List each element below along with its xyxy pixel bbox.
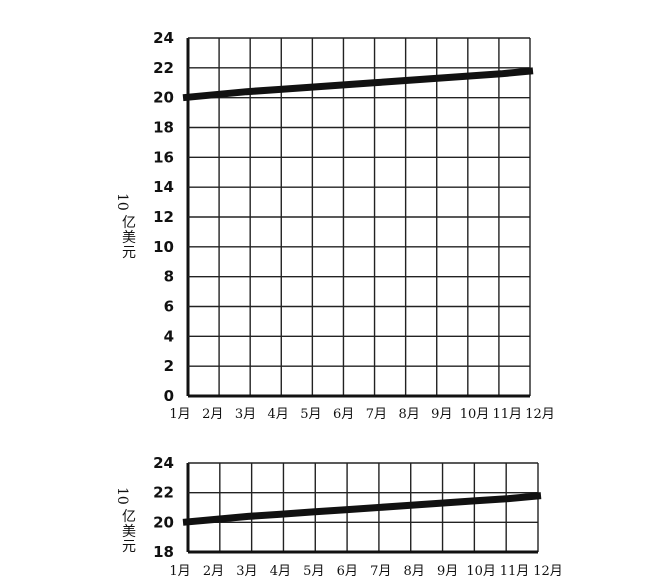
y-tick-label: 14 bbox=[153, 178, 174, 196]
y-tick-label: 18 bbox=[153, 543, 174, 561]
x-tick-label: 7月 bbox=[366, 407, 387, 422]
y-tick-label: 0 bbox=[164, 387, 174, 405]
bottom-chart-ylabel-prefix: 10 bbox=[114, 487, 130, 505]
x-tick-label: 4月 bbox=[270, 564, 291, 579]
y-tick-label: 20 bbox=[153, 89, 174, 107]
ylabel-char: 美 bbox=[122, 230, 136, 246]
top-chart-ylabel-prefix: 10 bbox=[114, 193, 130, 211]
y-tick-label: 18 bbox=[153, 119, 174, 137]
bottom-chart-ylabel: 亿美元 bbox=[122, 509, 136, 555]
ylabel-char: 元 bbox=[122, 539, 136, 555]
ylabel-char: 亿 bbox=[122, 509, 136, 525]
series-line bbox=[182, 67, 534, 102]
y-tick-label: 6 bbox=[164, 298, 174, 316]
y-tick-label: 22 bbox=[153, 484, 174, 502]
x-tick-label: 2月 bbox=[202, 407, 223, 422]
y-tick-label: 2 bbox=[164, 357, 174, 375]
x-tick-label: 1月 bbox=[169, 564, 190, 579]
y-tick-label: 12 bbox=[153, 208, 174, 226]
x-tick-label: 8月 bbox=[404, 564, 425, 579]
x-tick-label: 1月 bbox=[169, 407, 190, 422]
ylabel-char: 元 bbox=[122, 245, 136, 261]
y-tick-label: 8 bbox=[164, 268, 174, 286]
series-line bbox=[182, 492, 542, 526]
x-tick-label: 7月 bbox=[370, 564, 391, 579]
y-tick-label: 22 bbox=[153, 59, 174, 77]
bottom-chart: 10 亿美元 18 20 22 24 1月 2月 3月 4月 5月 6月 7月 8月 9月 10月 11月 1… bbox=[114, 454, 563, 579]
x-tick-label: 9月 bbox=[437, 564, 458, 579]
y-tick-label: 16 bbox=[153, 148, 174, 166]
x-tick-label: 5月 bbox=[300, 407, 321, 422]
x-tick-label: 3月 bbox=[235, 407, 256, 422]
y-tick-label: 24 bbox=[153, 29, 174, 47]
x-tick-label: 10月 bbox=[466, 564, 496, 579]
x-tick-label: 4月 bbox=[268, 407, 289, 422]
x-tick-label: 2月 bbox=[203, 564, 224, 579]
x-tick-label: 5月 bbox=[303, 564, 324, 579]
x-tick-label: 11月 bbox=[492, 407, 522, 422]
top-chart-ylabel: 亿美元 bbox=[122, 215, 136, 261]
x-tick-label: 12月 bbox=[533, 564, 563, 579]
y-tick-label: 24 bbox=[153, 454, 174, 472]
ylabel-char: 亿 bbox=[122, 215, 136, 231]
x-tick-label: 6月 bbox=[333, 407, 354, 422]
x-tick-label: 11月 bbox=[500, 564, 530, 579]
y-tick-label: 10 bbox=[153, 238, 174, 256]
x-tick-label: 10月 bbox=[460, 407, 490, 422]
ylabel-char: 美 bbox=[122, 524, 136, 540]
x-tick-label: 9月 bbox=[431, 407, 452, 422]
y-tick-label: 4 bbox=[164, 327, 174, 345]
x-tick-label: 8月 bbox=[398, 407, 419, 422]
x-tick-label: 6月 bbox=[337, 564, 358, 579]
x-tick-label: 12月 bbox=[525, 407, 555, 422]
y-tick-label: 20 bbox=[153, 513, 174, 531]
x-tick-label: 3月 bbox=[236, 564, 257, 579]
